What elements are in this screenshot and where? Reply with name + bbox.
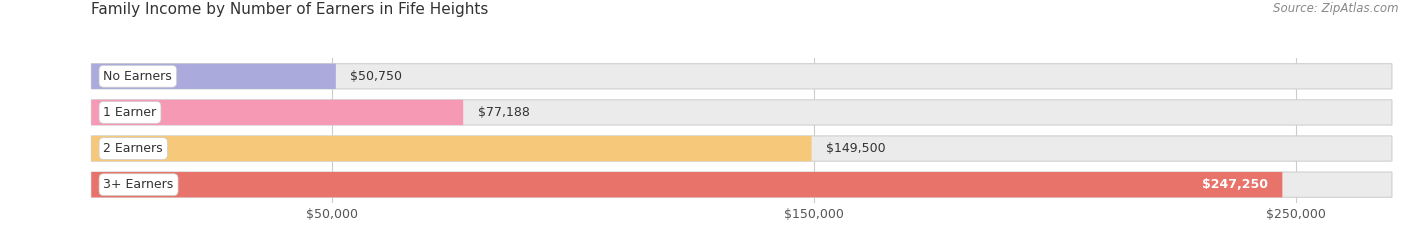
FancyBboxPatch shape (91, 100, 463, 125)
Text: 3+ Earners: 3+ Earners (104, 178, 174, 191)
Text: Family Income by Number of Earners in Fife Heights: Family Income by Number of Earners in Fi… (91, 2, 489, 17)
Text: $77,188: $77,188 (478, 106, 530, 119)
Text: 2 Earners: 2 Earners (104, 142, 163, 155)
Text: $149,500: $149,500 (825, 142, 886, 155)
FancyBboxPatch shape (91, 136, 1392, 161)
FancyBboxPatch shape (91, 172, 1392, 197)
FancyBboxPatch shape (91, 100, 1392, 125)
FancyBboxPatch shape (91, 172, 1282, 197)
FancyBboxPatch shape (91, 64, 1392, 89)
Text: $247,250: $247,250 (1202, 178, 1268, 191)
Text: $50,750: $50,750 (350, 70, 402, 83)
FancyBboxPatch shape (91, 64, 336, 89)
Text: Source: ZipAtlas.com: Source: ZipAtlas.com (1274, 2, 1399, 15)
FancyBboxPatch shape (91, 136, 811, 161)
Text: 1 Earner: 1 Earner (104, 106, 156, 119)
Text: No Earners: No Earners (104, 70, 172, 83)
